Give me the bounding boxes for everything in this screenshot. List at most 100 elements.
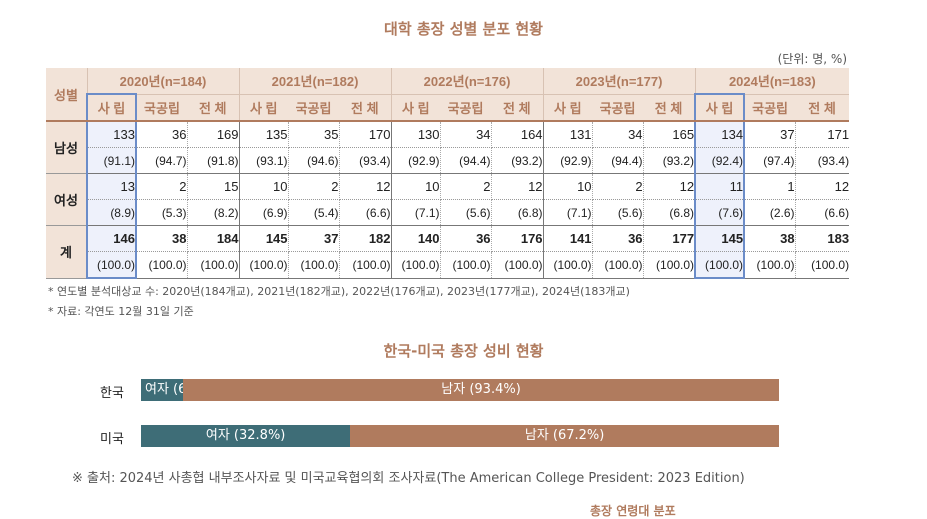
percent-cell: (8.9) [86, 199, 137, 226]
subheader: 국공립 [288, 94, 340, 122]
subheader: 전 체 [795, 94, 850, 122]
bar-row-korea: 한국 여자 (6.6%) 남자 (93.4%) [100, 379, 800, 401]
ratio-bar: 여자 (32.8%) 남자 (67.2%) [141, 425, 779, 447]
gender-distribution-table: 성별 2020년(n=184) 2021년(n=182) 2022년(n=176… [46, 68, 850, 279]
male-label: 남자 (67.2%) [524, 428, 605, 443]
year-header: 2023년(n=177) [543, 68, 696, 95]
table-row: (91.1) (94.7) (91.8) (93.1) (94.6) (93.4) (92.… [46, 147, 850, 174]
table-row: 남성 133 36 169 135 35 170 130 34 164 131 34 165 134 37 1… [46, 121, 850, 174]
count-cell: 146 [86, 225, 137, 252]
count-cell: 2 [288, 173, 340, 200]
percent-cell: (93.4) [795, 147, 850, 174]
percent-cell: (94.7) [136, 147, 188, 174]
percent-cell: (2.6) [744, 199, 796, 226]
row-header: 남성 [46, 121, 88, 174]
table-row: 계 146 38 184 145 37 182 140 36 176 141 36 177 145 38 18… [46, 225, 850, 279]
percent-cell: (100.0) [288, 251, 340, 279]
count-cell: 12 [643, 173, 696, 200]
count-cell: 37 [288, 225, 340, 252]
bar-row-usa: 미국 여자 (32.8%) 남자 (67.2%) [100, 425, 800, 447]
count-cell: 145 [239, 225, 289, 252]
subheader: 전 체 [491, 94, 544, 122]
table-row: 여성 13 2 15 10 2 12 10 2 12 10 2 12 11 1 12 [46, 173, 850, 226]
percent-cell: (100.0) [86, 251, 137, 279]
female-label: 여자 (32.8%) [205, 428, 286, 443]
subheader: 국공립 [592, 94, 644, 122]
count-cell: 1 [744, 173, 796, 200]
percent-cell: (93.2) [643, 147, 696, 174]
percent-cell: (92.9) [391, 147, 441, 174]
corner-header: 성별 [46, 68, 88, 122]
percent-cell: (5.6) [592, 199, 644, 226]
percent-cell: (100.0) [136, 251, 188, 279]
count-cell: 141 [543, 225, 593, 252]
female-segment: 여자 (32.8%) [141, 425, 351, 447]
count-cell: 11 [694, 173, 746, 200]
subheader: 사 립 [694, 93, 746, 122]
count-cell: 36 [592, 225, 644, 252]
percent-cell: (5.4) [288, 199, 340, 226]
count-cell: 37 [744, 121, 796, 148]
count-cell: 38 [136, 225, 188, 252]
count-cell: 176 [491, 225, 544, 252]
percent-cell: (100.0) [744, 251, 796, 279]
percent-cell: (6.6) [339, 199, 392, 226]
subheader: 사 립 [391, 94, 441, 122]
count-cell: 171 [795, 121, 850, 148]
count-cell: 183 [795, 225, 850, 252]
percent-cell: (94.4) [592, 147, 644, 174]
count-cell: 38 [744, 225, 796, 252]
count-cell: 169 [187, 121, 240, 148]
male-label: 남자 (93.4%) [441, 382, 521, 397]
footnote-source: * 자료: 각연도 12월 31일 기준 [48, 305, 194, 318]
table-title: 대학 총장 성별 분포 현황 [384, 20, 543, 38]
percent-cell: (100.0) [694, 251, 746, 279]
count-cell: 10 [391, 173, 441, 200]
table-row: (8.9) (5.3) (8.2) (6.9) (5.4) (6.6) (7.1) (5.6)… [46, 199, 850, 226]
percent-cell: (91.8) [187, 147, 240, 174]
count-cell: 12 [339, 173, 392, 200]
count-cell: 2 [592, 173, 644, 200]
subheader: 사 립 [239, 94, 289, 122]
count-cell: 36 [440, 225, 492, 252]
percent-cell: (100.0) [187, 251, 240, 279]
percent-cell: (100.0) [592, 251, 644, 279]
year-header: 2022년(n=176) [391, 68, 544, 95]
percent-cell: (94.4) [440, 147, 492, 174]
count-cell: 12 [795, 173, 850, 200]
count-cell: 182 [339, 225, 392, 252]
count-cell: 35 [288, 121, 340, 148]
year-header: 2024년(n=183) [695, 68, 850, 95]
count-cell: 34 [440, 121, 492, 148]
count-cell: 140 [391, 225, 441, 252]
subheader: 국공립 [744, 94, 796, 122]
percent-cell: (7.1) [543, 199, 593, 226]
percent-cell: (5.6) [440, 199, 492, 226]
source-note: ※ 출처: 2024년 사총협 내부조사자료 및 미국교육협의회 조사자료(Th… [72, 471, 745, 486]
count-cell: 36 [136, 121, 188, 148]
subheader: 전 체 [643, 94, 696, 122]
percent-cell: (8.2) [187, 199, 240, 226]
footnote-sample: * 연도별 분석대상교 수: 2020년(184개교), 2021년(182개교… [48, 285, 630, 298]
percent-cell: (92.9) [543, 147, 593, 174]
country-label: 한국 [100, 386, 124, 401]
subheader: 국공립 [136, 94, 187, 122]
percent-cell: (7.1) [391, 199, 441, 226]
subheader: 전 체 [187, 94, 240, 122]
count-cell: 133 [86, 121, 137, 148]
count-cell: 177 [643, 225, 696, 252]
unit-label: (단위: 명, %) [777, 52, 847, 66]
percent-cell: (100.0) [491, 251, 544, 279]
count-cell: 134 [694, 121, 746, 148]
percent-cell: (5.3) [136, 199, 188, 226]
bar-chart-title: 한국-미국 총장 성비 현황 [383, 342, 544, 360]
count-cell: 10 [239, 173, 289, 200]
subheader: 사 립 [543, 94, 593, 122]
percent-cell: (94.6) [288, 147, 340, 174]
percent-cell: (93.2) [491, 147, 544, 174]
count-cell: 164 [491, 121, 544, 148]
male-segment: 남자 (67.2%) [350, 425, 779, 447]
subheader: 국공립 [440, 94, 492, 122]
percent-cell: (100.0) [643, 251, 696, 279]
percent-cell: (100.0) [795, 251, 850, 279]
